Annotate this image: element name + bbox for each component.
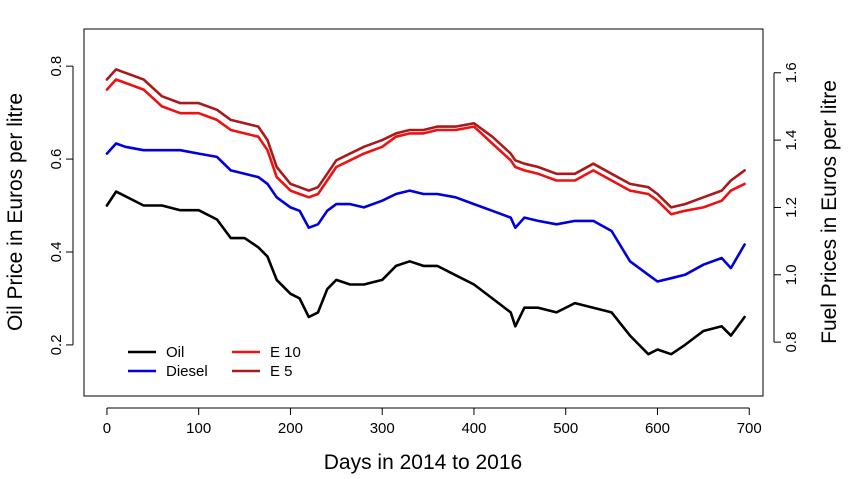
plot-frame bbox=[83, 28, 764, 397]
y-axis-right-title: Fuel Prices in Euros per litre bbox=[818, 80, 841, 344]
y-right-tick-label: 1.2 bbox=[783, 197, 800, 218]
x-tick-label: 300 bbox=[370, 420, 395, 437]
y-left-tick-label: 0.8 bbox=[48, 56, 65, 77]
x-axis: 0 100 200 300 400 500 600 700 bbox=[103, 407, 762, 437]
series-line-e-10 bbox=[105, 78, 746, 216]
legend-label-oil: Oil bbox=[166, 344, 184, 361]
x-tick-label: 400 bbox=[461, 420, 486, 437]
legend: Oil Diesel E 10 E 5 bbox=[128, 344, 301, 380]
x-tick-label: 600 bbox=[645, 420, 670, 437]
x-tick-label: 700 bbox=[737, 420, 762, 437]
y-right-tick-label: 1.6 bbox=[783, 62, 800, 83]
y-left-tick-label: 0.4 bbox=[48, 242, 65, 263]
x-tick-label: 0 bbox=[103, 420, 111, 437]
y-axis-right: 0.8 1.0 1.2 1.4 1.6 bbox=[773, 62, 800, 353]
y-right-tick-label: 0.8 bbox=[783, 332, 800, 353]
series-layer bbox=[105, 68, 746, 356]
legend-label-diesel: Diesel bbox=[166, 363, 208, 380]
x-axis-title: Days in 2014 to 2016 bbox=[324, 451, 522, 474]
series-line-oil bbox=[105, 190, 746, 356]
y-left-tick-label: 0.6 bbox=[48, 149, 65, 170]
x-tick-label: 100 bbox=[186, 420, 211, 437]
y-right-tick-label: 1.0 bbox=[783, 264, 800, 285]
x-tick-label: 200 bbox=[278, 420, 303, 437]
y-axis-left: 0.2 0.4 0.6 0.8 bbox=[48, 56, 74, 355]
series-line-diesel bbox=[105, 142, 746, 283]
legend-label-e-5: E 5 bbox=[270, 363, 293, 380]
series-line-e-5 bbox=[105, 68, 746, 209]
y-right-tick-label: 1.4 bbox=[783, 130, 800, 151]
x-tick-label: 500 bbox=[553, 420, 578, 437]
y-left-tick-label: 0.2 bbox=[48, 334, 65, 355]
y-axis-left-title: Oil Price in Euros per litre bbox=[4, 93, 27, 331]
legend-label-e-10: E 10 bbox=[270, 344, 301, 361]
